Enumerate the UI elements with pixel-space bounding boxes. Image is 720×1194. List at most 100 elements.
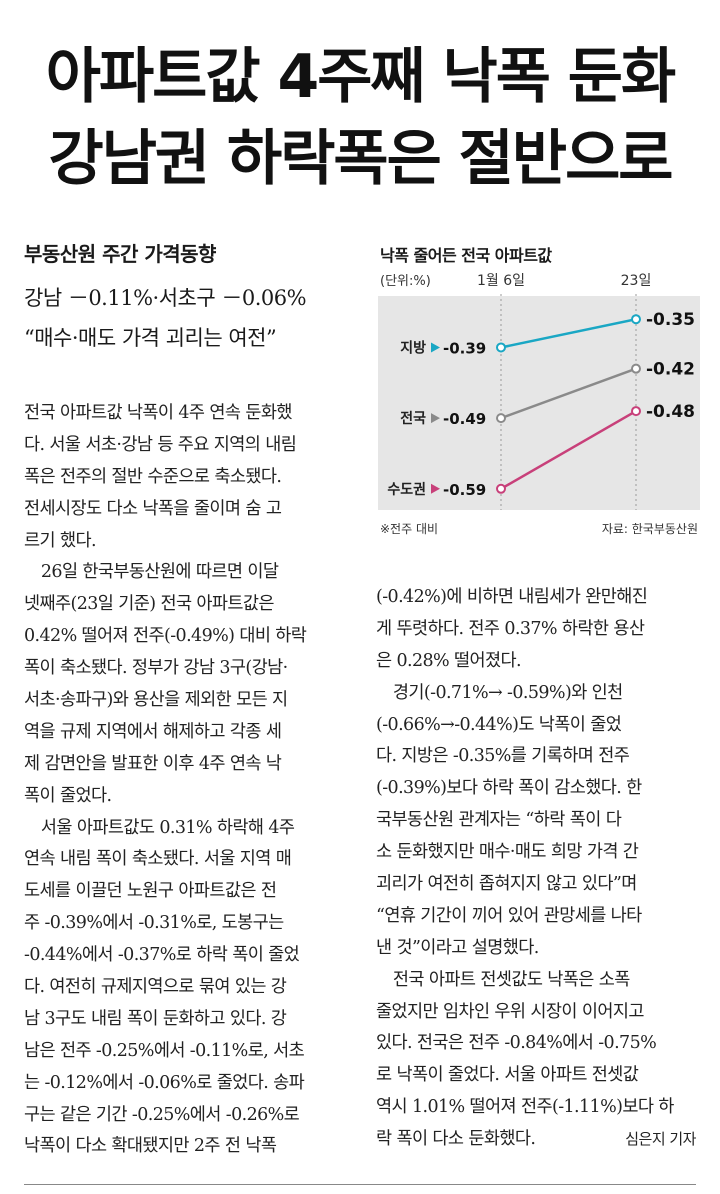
article-line: 역시 1.01% 떨어져 전주(-1.11%)보다 하 <box>376 1092 696 1124</box>
article-line-text: (-0.42%)에 비하면 내림세가 완만해진 <box>376 587 648 607</box>
series-name-label: 전국 <box>400 410 426 427</box>
start-value-label: -0.39 <box>443 339 486 357</box>
article-line: 도세를 이끌던 노원구 아파트값은 전 <box>24 876 354 908</box>
article-line: 남은 전주 -0.25%에서 -0.11%로, 서초 <box>24 1036 354 1068</box>
article-line: 연속 내림 폭이 축소됐다. 서울 지역 매 <box>24 844 354 876</box>
article-line: 다. 여전히 규제지역으로 묶여 있는 강 <box>24 972 354 1004</box>
article-line-text: 주 -0.39%에서 -0.31%로, 도봉구는 <box>24 913 284 934</box>
article-line-text: 전세시장도 다소 낙폭을 줄이며 숨 고 <box>24 498 282 519</box>
series-marker-icon <box>431 483 440 494</box>
article-line-text: 역을 규제 지역에서 해제하고 각종 세 <box>24 721 282 742</box>
data-point <box>631 314 641 325</box>
article-line: 은 0.28% 떨어졌다. <box>376 646 696 678</box>
chart-unit-label: (단위:%) <box>380 274 431 289</box>
article-line-text: 폭이 축소됐다. 정부가 강남 3구(강남· <box>24 658 288 679</box>
article-line-text: “연휴 기간이 끼어 있어 관망세를 나타 <box>376 905 642 926</box>
article-line: 게 뚜렷하다. 전주 0.37% 하락한 용산 <box>376 614 696 646</box>
article-line: 서울 아파트값도 0.31% 하락해 4주 <box>24 813 354 845</box>
article-line: (-0.39%)보다 하락 폭이 감소했다. 한 <box>376 773 696 805</box>
chart-footnote: ※전주 대비 <box>380 522 438 536</box>
article-line: 는 -0.12%에서 -0.06%로 줄었다. 송파 <box>24 1068 354 1100</box>
series-marker-icon <box>431 342 440 353</box>
article-line-text: 줄었지만 임차인 우위 시장이 이어지고 <box>376 1001 644 1022</box>
end-value-label: -0.35 <box>646 310 695 330</box>
article-line-text: 넷째주(23일 기준) 전국 아파트값은 <box>24 594 275 615</box>
article-line: 남 3구도 내림 폭이 둔화하고 있다. 강 <box>24 1004 354 1036</box>
article-line-text: 낙폭이 다소 확대됐지만 2주 전 낙폭 <box>24 1136 277 1157</box>
series-name-label: 수도권 <box>387 482 426 498</box>
article-line-text: 역시 1.01% 떨어져 전주(-1.11%)보다 하 <box>376 1097 674 1118</box>
end-value-label: -0.42 <box>646 360 695 380</box>
article-line: 넷째주(23일 기준) 전국 아파트값은 <box>24 589 354 621</box>
article-line: 낸 것”이라고 설명했다. <box>376 933 696 965</box>
article-line: 역을 규제 지역에서 해제하고 각종 세 <box>24 717 354 749</box>
article-line-text: 낸 것”이라고 설명했다. <box>376 937 539 958</box>
series-line-2 <box>500 409 637 490</box>
headline-line-1: 아파트값 4주째 낙폭 둔화 <box>45 42 676 112</box>
article-line-text: 도세를 이끌던 노원구 아파트값은 전 <box>24 881 277 902</box>
article-line: 있다. 전국은 전주 -0.84%에서 -0.75% <box>376 1028 696 1060</box>
article-line-text: 연속 내림 폭이 축소됐다. 서울 지역 매 <box>24 849 292 870</box>
article-line-text: 폭이 줄었다. <box>24 785 112 806</box>
article-line: 전국 아파트 전셋값도 낙폭은 소폭 <box>376 965 696 997</box>
article-line: 서초·송파구)와 용산을 제외한 모든 지 <box>24 685 354 717</box>
headline-line-2: 강남권 하락폭은 절반으로 <box>48 124 674 194</box>
article-line: 로 낙폭이 줄었다. 서울 아파트 전셋값 <box>376 1060 696 1092</box>
article-line: -0.44%에서 -0.37%로 하락 폭이 줄었 <box>24 940 354 972</box>
series-line-1 <box>500 367 637 420</box>
article-line: 르기 했다. <box>24 526 354 558</box>
x-tick-label: 23일 <box>621 273 652 289</box>
data-point <box>496 342 506 353</box>
series-name-label: 지방 <box>400 339 426 356</box>
article-line-text: 경기(-0.71%→ -0.59%)와 인천 <box>376 682 623 703</box>
article-line: 전세시장도 다소 낙폭을 줄이며 숨 고 <box>24 494 354 526</box>
article-line-text: 서초·송파구)와 용산을 제외한 모든 지 <box>24 690 288 711</box>
article-line: 폭은 전주의 절반 수준으로 축소됐다. <box>24 462 354 494</box>
article-line-text: 다. 지방은 -0.35%를 기록하며 전주 <box>376 746 630 767</box>
article-line-text: 26일 한국부동산원에 따르면 이달 <box>24 562 279 583</box>
article-line-text: 게 뚜렷하다. 전주 0.37% 하락한 용산 <box>376 618 645 639</box>
data-point <box>631 363 641 374</box>
article-line: 폭이 줄었다. <box>24 781 354 813</box>
article-line: 제 감면안을 발표한 이후 4주 연속 낙 <box>24 749 354 781</box>
article-line-text: -0.44%에서 -0.37%로 하락 폭이 줄었 <box>24 945 300 966</box>
article-line-text: 남은 전주 -0.25%에서 -0.11%로, 서초 <box>24 1040 305 1061</box>
chart-title: 낙폭 줄어든 전국 아파트값 <box>380 246 552 265</box>
article-line: 전국 아파트값 낙폭이 4주 연속 둔화했 <box>24 398 354 430</box>
article-line-text: (-0.39%)보다 하락 폭이 감소했다. 한 <box>376 778 642 799</box>
x-tick-label: 1월 6일 <box>477 273 525 289</box>
article-line: (-0.66%→-0.44%)도 낙폭이 줄었 <box>376 710 696 742</box>
article-line: 다. 서울 서초·강남 등 주요 지역의 내림 <box>24 430 354 462</box>
start-value-label: -0.59 <box>443 481 486 499</box>
article-line-text: 있다. 전국은 전주 -0.84%에서 -0.75% <box>376 1033 657 1054</box>
article-line: 줄었지만 임차인 우위 시장이 이어지고 <box>376 997 696 1029</box>
article-line: (-0.42%)에 비하면 내림세가 완만해진 <box>376 582 696 614</box>
bottom-rule <box>24 1184 696 1185</box>
article-line-text: 남 3구도 내림 폭이 둔화하고 있다. 강 <box>24 1008 287 1029</box>
article-line: 26일 한국부동산원에 따르면 이달 <box>24 557 354 589</box>
end-value-label: -0.48 <box>646 402 695 422</box>
article-line: 구는 같은 기간 -0.25%에서 -0.26%로 <box>24 1100 354 1132</box>
article-line-text: 락 폭이 다소 둔화했다. <box>376 1129 536 1150</box>
article-line-text: 다. 서울 서초·강남 등 주요 지역의 내림 <box>24 434 297 455</box>
article-line-text: 다. 여전히 규제지역으로 묶여 있는 강 <box>24 977 287 998</box>
article-line-text: 서울 아파트값도 0.31% 하락해 4주 <box>24 817 295 838</box>
subline-1: 강남 －0.11%·서초구 －0.06% <box>24 286 307 310</box>
article-line-text: 제 감면안을 발표한 이후 4주 연속 낙 <box>24 753 282 774</box>
article-line-text: 소 둔화했지만 매수·매도 희망 가격 간 <box>376 842 639 863</box>
article-line-text: 폭은 전주의 절반 수준으로 축소됐다. <box>24 466 282 487</box>
article-line-text: 전국 아파트값 낙폭이 4주 연속 둔화했 <box>24 403 292 423</box>
article-line-text: 구는 같은 기간 -0.25%에서 -0.26%로 <box>24 1104 300 1125</box>
article-line-text: 로 낙폭이 줄었다. 서울 아파트 전셋값 <box>376 1065 639 1086</box>
article-line: 주 -0.39%에서 -0.31%로, 도봉구는 <box>24 908 354 940</box>
article-line: 낙폭이 다소 확대됐지만 2주 전 낙폭 <box>24 1131 354 1163</box>
data-point <box>496 483 506 494</box>
article-line: 락 폭이 다소 둔화했다. 심은지 기자 <box>376 1124 696 1156</box>
article-line-text: 은 0.28% 떨어졌다. <box>376 650 522 671</box>
article-line-text: 는 -0.12%에서 -0.06%로 줄었다. 송파 <box>24 1072 305 1093</box>
chart-source: 자료: 한국부동산원 <box>602 522 698 536</box>
article-line-text: 0.42% 떨어져 전주(-0.49%) 대비 하락 <box>24 626 307 647</box>
